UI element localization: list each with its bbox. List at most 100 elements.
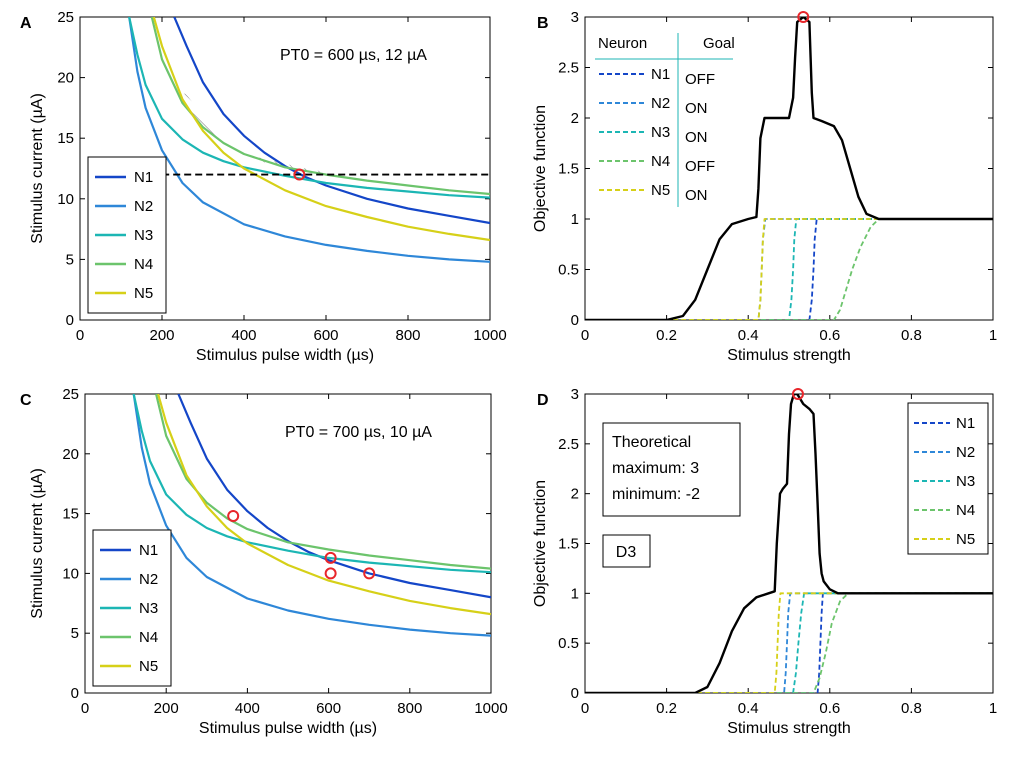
y-tick-label: 20 bbox=[62, 446, 79, 463]
y-tick-label: 3 bbox=[571, 386, 579, 403]
y-tick-label: 1.5 bbox=[558, 161, 579, 178]
x-ticks: 0 200 400 600 800 1000 bbox=[81, 394, 508, 717]
series-line-n1 bbox=[173, 17, 490, 225]
legend: N1 N2 N3 N4 N5 bbox=[92, 529, 172, 687]
legend-box bbox=[907, 402, 989, 555]
info-box-line: maximum: 3 bbox=[612, 460, 699, 477]
panel-letter: B bbox=[537, 15, 549, 32]
x-tick-label: 800 bbox=[395, 327, 420, 344]
marker-point bbox=[363, 567, 376, 580]
legend-goal: OFF bbox=[685, 71, 715, 88]
x-tick-label: 0.2 bbox=[656, 700, 677, 717]
y-axis-label: Objective function bbox=[532, 105, 549, 232]
x-tick-label: 0 bbox=[581, 700, 589, 717]
legend-goal: OFF bbox=[685, 158, 715, 175]
legend-label: N1 bbox=[956, 415, 975, 432]
x-axis-label: Stimulus strength bbox=[727, 720, 851, 737]
legend-label: N2 bbox=[956, 444, 975, 461]
x-tick-label: 800 bbox=[397, 700, 422, 717]
annotation-text: PT0 = 600 µs, 12 µA bbox=[280, 47, 427, 64]
legend: Neuron Goal N1 OFF N2 ON N3 ON N4 OFF N5 ON bbox=[595, 33, 735, 207]
y-tick-label: 0 bbox=[571, 685, 579, 702]
legend-label: N2 bbox=[134, 198, 153, 215]
x-tick-label: 1000 bbox=[473, 327, 506, 344]
legend-label: N1 bbox=[139, 542, 158, 559]
marker-point bbox=[797, 11, 810, 23]
x-axis-label: Stimulus strength bbox=[727, 347, 851, 364]
x-tick-label: 0 bbox=[581, 327, 589, 344]
x-tick-label: 0.8 bbox=[901, 327, 922, 344]
series-line-total bbox=[585, 17, 993, 320]
legend-label: N5 bbox=[956, 531, 975, 548]
y-tick-label: 2 bbox=[571, 110, 579, 127]
plot-area bbox=[585, 394, 993, 693]
y-ticks: 0 5 10 15 20 25 bbox=[62, 386, 491, 702]
legend-goal: ON bbox=[685, 100, 708, 117]
series-line-n4 bbox=[155, 394, 491, 570]
legend-label: N1 bbox=[134, 169, 153, 186]
legend-label: N3 bbox=[134, 227, 153, 244]
series-line-n4 bbox=[150, 17, 490, 196]
y-tick-label: 0 bbox=[571, 312, 579, 329]
x-tick-label: 1 bbox=[989, 327, 997, 344]
series-line-n5 bbox=[585, 218, 993, 320]
y-tick-label: 2 bbox=[571, 486, 579, 503]
legend-label: N5 bbox=[651, 182, 670, 199]
marker-point bbox=[324, 551, 337, 564]
x-tick-label: 0.8 bbox=[901, 700, 922, 717]
x-tick-label: 0.6 bbox=[819, 327, 840, 344]
series-line-n5 bbox=[152, 17, 490, 242]
x-ticks: 0 200 400 600 800 1000 bbox=[76, 17, 507, 344]
x-axis-label: Stimulus pulse width (µs) bbox=[196, 347, 374, 364]
y-axis-label: Stimulus current (µA) bbox=[29, 468, 46, 619]
y-tick-label: 0.5 bbox=[558, 635, 579, 652]
legend-label: N5 bbox=[139, 658, 158, 675]
panel-c: C 0 200 400 600 800 1000 0 5 10 15 20 25 Stimulus pul… bbox=[20, 386, 508, 737]
series-line-n2 bbox=[128, 17, 490, 263]
y-tick-label: 3 bbox=[571, 9, 579, 26]
tag-box-frame bbox=[602, 534, 651, 568]
y-axis-label: Stimulus current (µA) bbox=[29, 93, 46, 244]
y-tick-label: 1 bbox=[571, 211, 579, 228]
series-line-n1 bbox=[177, 394, 491, 599]
y-tick-label: 15 bbox=[62, 506, 79, 523]
y-axis-label: Objective function bbox=[532, 480, 549, 607]
plot-frame bbox=[84, 393, 492, 694]
y-tick-label: 2.5 bbox=[558, 436, 579, 453]
legend-label: N3 bbox=[651, 124, 670, 141]
legend: N1 N2 N3 N4 N5 bbox=[87, 156, 167, 314]
legend-label: N4 bbox=[139, 629, 158, 646]
series-line-n2 bbox=[132, 394, 491, 637]
x-tick-label: 0.6 bbox=[819, 700, 840, 717]
y-tick-label: 20 bbox=[57, 70, 74, 87]
legend-goal: ON bbox=[685, 129, 708, 146]
marker-point bbox=[324, 567, 337, 580]
x-ticks: 0 0.2 0.4 0.6 0.8 1 bbox=[581, 394, 997, 717]
legend: N1 N2 N3 N4 N5 bbox=[907, 402, 989, 555]
info-box-frame bbox=[602, 422, 741, 517]
panel-letter: D bbox=[537, 392, 549, 409]
panel-letter: C bbox=[20, 392, 32, 409]
y-tick-label: 5 bbox=[66, 251, 74, 268]
y-tick-label: 0 bbox=[66, 312, 74, 329]
tag-box: D3 bbox=[602, 534, 651, 568]
y-tick-label: 25 bbox=[62, 386, 79, 403]
x-ticks: 0 0.2 0.4 0.6 0.8 1 bbox=[581, 17, 997, 344]
panel-a: A 0 200 400 600 800 1000 0 5 10 15 20 25 Stimulus pul… bbox=[20, 9, 507, 364]
y-tick-label: 0 bbox=[71, 685, 79, 702]
y-tick-label: 25 bbox=[57, 9, 74, 26]
series-line-n2 bbox=[585, 592, 993, 693]
x-tick-label: 400 bbox=[235, 700, 260, 717]
x-tick-label: 200 bbox=[154, 700, 179, 717]
series-line-n2 bbox=[585, 218, 993, 320]
y-tick-label: 1.5 bbox=[558, 536, 579, 553]
info-box-line: Theoretical bbox=[612, 434, 691, 451]
y-ticks: 0 5 10 15 20 25 bbox=[57, 9, 490, 329]
series-line-n4 bbox=[585, 218, 993, 320]
plot-frame bbox=[79, 16, 491, 321]
marker-point bbox=[293, 168, 306, 181]
y-tick-label: 0.5 bbox=[558, 262, 579, 279]
x-tick-label: 0.2 bbox=[656, 327, 677, 344]
y-ticks: 0 0.5 1 1.5 2 2.5 3 bbox=[558, 386, 993, 702]
